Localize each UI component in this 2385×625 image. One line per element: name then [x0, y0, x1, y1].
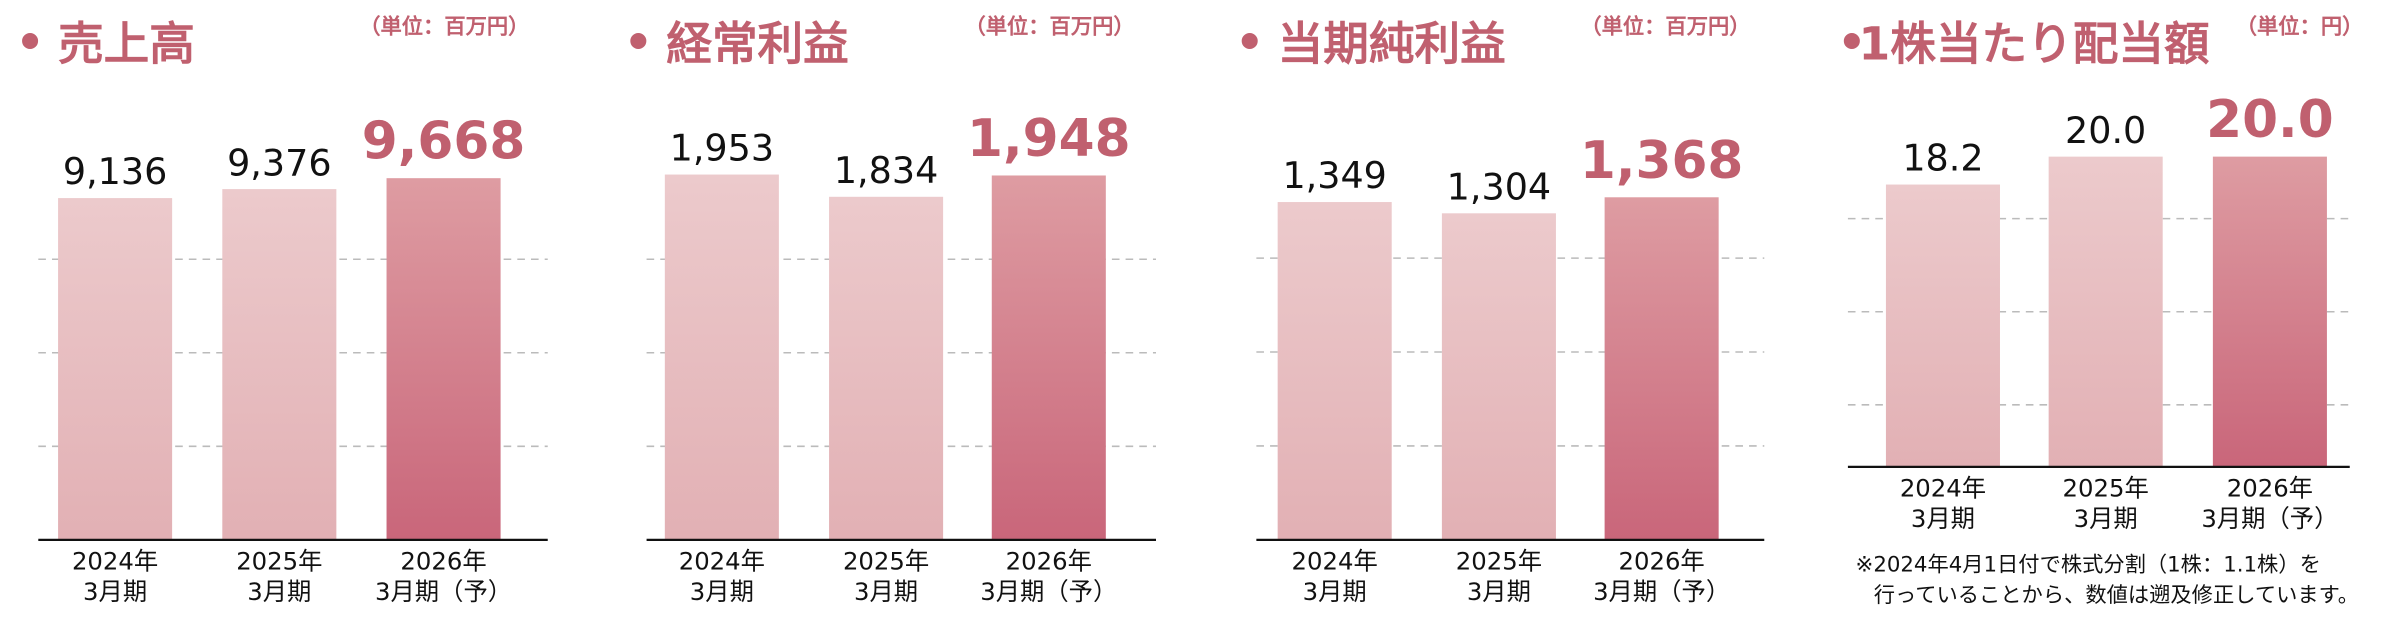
x-tick-label: 3月期 — [1303, 577, 1367, 606]
value-label: 9,136 — [63, 150, 167, 193]
value-label: 1,953 — [670, 127, 774, 170]
bar — [2048, 156, 2163, 467]
footnote: 行っていることから、数値は遡及修正しています。 — [1874, 583, 2359, 608]
x-tick-label: 2024年 — [1900, 474, 1986, 503]
x-tick-label: 3月期 — [2074, 504, 2138, 533]
bar — [1885, 184, 2000, 467]
footnote: ※2024年4月1日付で株式分割（1株：1.1株）を — [1856, 553, 2321, 578]
x-tick-label: 3月期 — [854, 577, 918, 606]
x-tick-label: 3月期 — [247, 577, 311, 606]
bar — [1441, 213, 1556, 540]
bar — [386, 178, 501, 540]
unit-label: （単位：百万円） — [964, 13, 1134, 39]
bar — [58, 198, 173, 540]
bar — [1277, 202, 1392, 540]
value-label: 1,304 — [1447, 165, 1551, 208]
bar — [2212, 156, 2327, 467]
bullet: • — [624, 16, 653, 69]
x-tick-label: 2026年 — [1619, 547, 1705, 576]
bar — [829, 196, 944, 540]
chart-title: 当期純利益 — [1278, 18, 1506, 71]
bullet: • — [1235, 16, 1264, 69]
bar — [991, 175, 1106, 540]
value-label: 20.0 — [2206, 90, 2334, 150]
unit-label: （単位：円） — [2236, 13, 2364, 39]
x-tick-label: 2024年 — [1292, 547, 1378, 576]
value-label: 1,834 — [834, 149, 938, 192]
x-tick-label: 3月期（予） — [375, 577, 512, 606]
value-label: 1,948 — [967, 109, 1131, 169]
value-label: 9,376 — [227, 141, 331, 184]
unit-label: （単位：百万円） — [1580, 13, 1750, 39]
x-tick-label: 2025年 — [1456, 547, 1542, 576]
chart-title: 売上高 — [58, 18, 195, 71]
chart-title: 経常利益 — [666, 18, 848, 71]
value-label: 1,368 — [1580, 131, 1744, 191]
value-label: 1,349 — [1282, 154, 1386, 197]
x-tick-label: 3月期 — [1467, 577, 1531, 606]
x-tick-label: 3月期 — [1911, 504, 1975, 533]
chart-title: 1株当たり配当額 — [1859, 18, 2210, 71]
value-label: 20.0 — [2065, 109, 2146, 152]
unit-label: （単位：百万円） — [359, 13, 529, 39]
bar — [1604, 197, 1719, 540]
bar — [222, 189, 337, 540]
x-tick-label: 2026年 — [2227, 474, 2313, 503]
x-tick-label: 3月期 — [83, 577, 147, 606]
x-tick-label: 2025年 — [843, 547, 929, 576]
x-tick-label: 3月期 — [690, 577, 754, 606]
x-tick-label: 2026年 — [1006, 547, 1092, 576]
x-tick-label: 2024年 — [679, 547, 765, 576]
value-label: 18.2 — [1902, 137, 1983, 180]
value-label: 9,668 — [362, 112, 526, 172]
x-tick-label: 3月期（予） — [980, 577, 1117, 606]
x-tick-label: 3月期（予） — [2201, 504, 2338, 533]
bullet: • — [15, 16, 44, 69]
x-tick-label: 2026年 — [400, 547, 486, 576]
x-tick-label: 2024年 — [72, 547, 158, 576]
bullet: • — [1837, 16, 1866, 69]
x-tick-label: 3月期（予） — [1593, 577, 1730, 606]
x-tick-label: 2025年 — [2063, 474, 2149, 503]
x-tick-label: 2025年 — [236, 547, 322, 576]
bar — [664, 174, 779, 540]
